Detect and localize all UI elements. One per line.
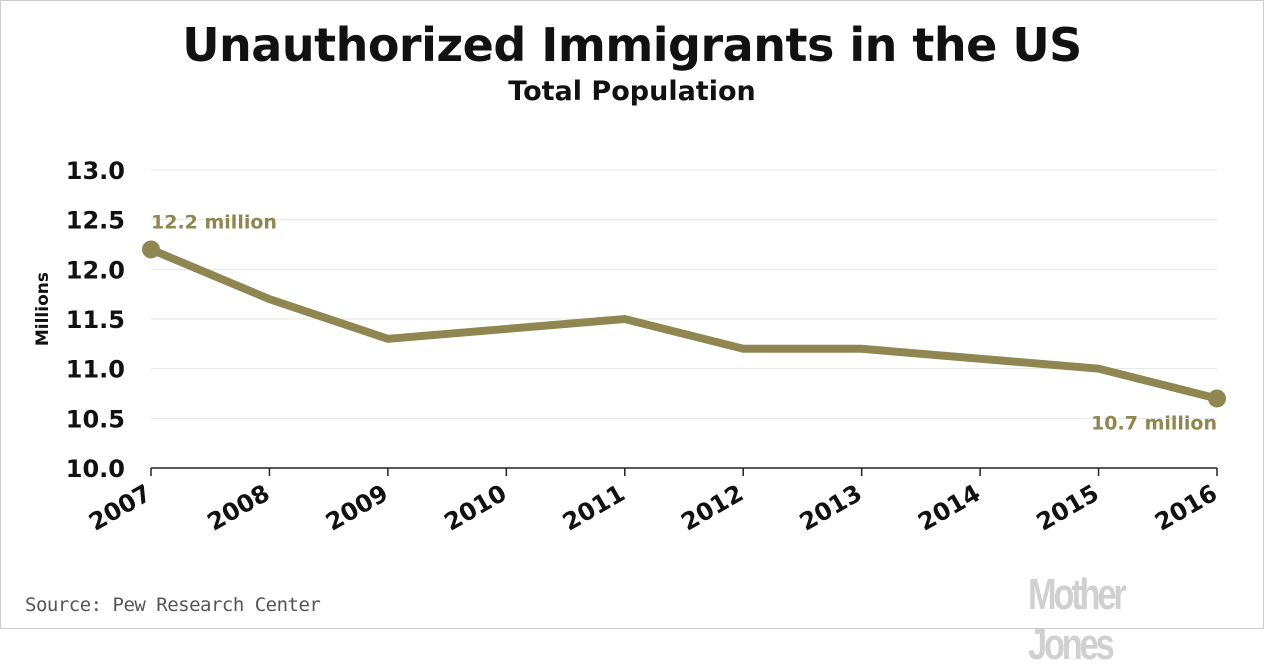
y-axis-label: Millions	[33, 272, 53, 346]
y-tick-label: 10.0	[66, 455, 125, 483]
y-tick-label: 12.0	[66, 256, 125, 284]
data-label: 10.7 million	[1091, 412, 1217, 434]
mother-jones-logo: Mother Jones	[1028, 570, 1127, 669]
data-point	[1208, 389, 1226, 408]
x-tick-label: 2008	[203, 479, 275, 537]
chart-title: Unauthorized Immigrants in the US	[182, 18, 1082, 72]
x-tick-label: 2013	[795, 479, 867, 537]
y-tick-label: 11.0	[66, 356, 125, 384]
x-tick-label: 2011	[558, 479, 630, 537]
x-tick-label: 2010	[439, 479, 511, 537]
y-tick-label: 13.0	[66, 157, 125, 185]
x-tick-label: 2007	[84, 479, 156, 537]
x-tick-label: 2016	[1150, 479, 1222, 537]
line-chart: 10.0 10.5 11.0 11.5 12.0 12.5 13.0 2007 2008 2009…	[33, 157, 1226, 537]
x-tick-label: 2014	[913, 479, 985, 537]
y-tick-label: 11.5	[66, 306, 125, 334]
data-label: 12.2 million	[151, 211, 277, 233]
x-tick-label: 2015	[1032, 479, 1104, 537]
x-tick-label: 2009	[321, 479, 393, 537]
data-point	[142, 240, 160, 259]
chart-subtitle: Total Population	[508, 76, 756, 107]
data-line	[149, 245, 1218, 403]
y-tick-label: 12.5	[66, 207, 125, 235]
source-note: Source: Pew Research Center	[25, 594, 321, 616]
x-tick-label: 2012	[676, 479, 748, 537]
y-tick-label: 10.5	[66, 405, 125, 433]
